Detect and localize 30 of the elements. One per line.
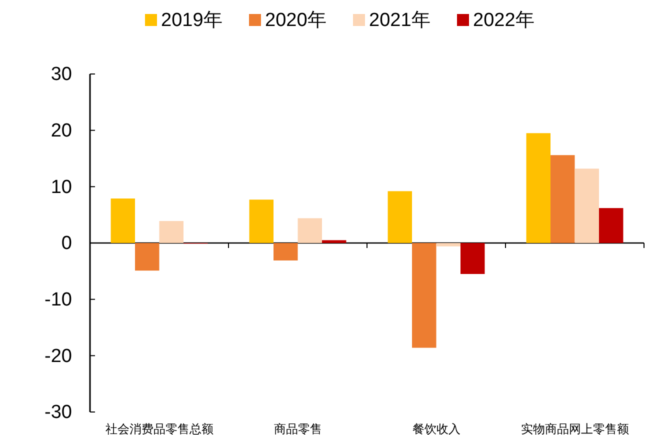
x-tick-label: 餐饮收入 [412, 422, 460, 435]
legend-label: 2020年 [265, 10, 326, 31]
x-tick-label: 商品零售 [274, 422, 322, 435]
legend-label: 2022年 [473, 10, 534, 31]
bar [135, 243, 160, 271]
legend-label: 2019年 [161, 10, 222, 31]
y-tick-label: -20 [44, 346, 72, 367]
x-tick-label: 社会消费品零售总额 [105, 422, 214, 435]
bar [550, 155, 575, 243]
bar [159, 221, 184, 243]
y-tick-label: -30 [44, 402, 72, 424]
bar [298, 218, 322, 243]
bar [412, 243, 436, 348]
bar [598, 208, 624, 243]
bar [460, 243, 485, 274]
legend-label: 2021年 [369, 10, 430, 31]
y-tick-label: 20 [50, 120, 72, 142]
y-tick-label: 0 [61, 233, 72, 254]
bar [388, 191, 412, 243]
y-tick-label: -10 [44, 289, 72, 310]
bar [526, 133, 551, 243]
y-tick-label: 30 [50, 64, 72, 86]
bar [274, 243, 298, 260]
bar [249, 200, 274, 243]
x-tick-label: 实物商品网上零售额 [520, 422, 629, 435]
bar [574, 168, 599, 243]
bar [110, 198, 136, 243]
bar [436, 243, 460, 246]
y-tick-label: 10 [50, 176, 72, 198]
bar [322, 240, 346, 243]
